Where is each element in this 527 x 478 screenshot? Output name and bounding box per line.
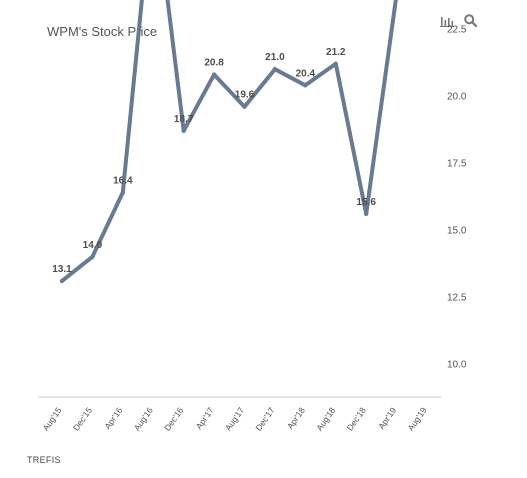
x-tick-label: Dec'18 bbox=[345, 405, 368, 432]
data-point bbox=[242, 104, 247, 109]
data-point bbox=[303, 83, 308, 88]
data-label: 20.4 bbox=[296, 68, 316, 79]
data-label: 15.6 bbox=[356, 197, 376, 208]
data-point bbox=[211, 72, 217, 77]
data-point bbox=[59, 278, 65, 284]
y-tick-label: 20.0 bbox=[447, 92, 467, 103]
x-tick-label: Aug'16 bbox=[132, 405, 155, 432]
x-tick-label: Dec'15 bbox=[71, 405, 94, 432]
x-tick-label: Apr'16 bbox=[102, 405, 124, 431]
bar-chart-icon[interactable] bbox=[440, 15, 454, 27]
data-point bbox=[120, 190, 126, 195]
data-label: 16.4 bbox=[113, 175, 133, 186]
data-label: 21.2 bbox=[326, 47, 346, 58]
data-label: 19.6 bbox=[235, 90, 255, 101]
x-tick-label: Apr'18 bbox=[285, 405, 307, 431]
data-label: 21.0 bbox=[265, 52, 285, 63]
y-tick-label: 10.0 bbox=[447, 360, 467, 371]
search-icon[interactable] bbox=[464, 14, 478, 28]
x-tick-label: Aug'19 bbox=[405, 405, 428, 432]
x-tick-label: Apr'17 bbox=[194, 405, 216, 431]
data-point bbox=[272, 67, 278, 72]
x-tick-label: Aug'17 bbox=[223, 405, 246, 432]
data-label: 14.0 bbox=[83, 240, 103, 251]
chart-title: WPM's Stock Price bbox=[47, 24, 158, 39]
x-tick-label: Aug'15 bbox=[40, 405, 63, 432]
y-tick-label: 12.5 bbox=[447, 293, 467, 304]
data-point bbox=[363, 211, 369, 217]
data-point bbox=[90, 254, 95, 259]
y-tick-label: 15.0 bbox=[447, 226, 467, 237]
chart-toolbar bbox=[440, 14, 478, 28]
data-label: 13.1 bbox=[52, 264, 72, 275]
y-tick-label: 22.5 bbox=[447, 25, 467, 36]
footer-brand: TREFIS bbox=[27, 455, 61, 465]
data-point bbox=[333, 61, 338, 67]
x-tick-label: Apr'19 bbox=[376, 405, 398, 431]
x-tick-label: Aug'18 bbox=[314, 405, 337, 432]
y-tick-label: 17.5 bbox=[447, 159, 467, 170]
data-label: 20.8 bbox=[204, 58, 224, 69]
x-tick-label: Dec'16 bbox=[162, 405, 185, 432]
series-line bbox=[60, 0, 398, 283]
data-point bbox=[181, 128, 186, 134]
data-label: 18.7 bbox=[174, 114, 194, 125]
x-tick-label: Dec'17 bbox=[253, 405, 276, 432]
